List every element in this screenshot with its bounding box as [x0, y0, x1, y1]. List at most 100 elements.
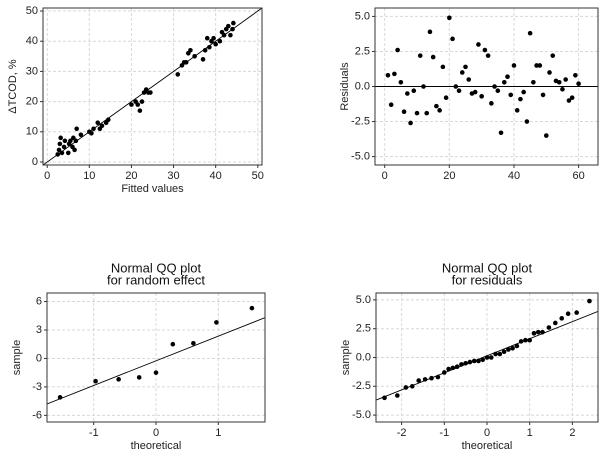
point — [527, 30, 533, 36]
point — [531, 331, 537, 336]
y-tick-label: 30 — [26, 65, 38, 77]
point — [72, 147, 77, 153]
plot-area — [376, 298, 598, 401]
y-tick-label: 0.0 — [355, 80, 370, 92]
point — [565, 311, 571, 317]
point — [442, 370, 447, 375]
point — [95, 120, 101, 126]
panel: -2 -1 0 1 2 5.0 2.5 0.0 -2.5 -5.0 Normal QQ plotfo… — [340, 260, 599, 452]
point — [535, 329, 541, 335]
point — [467, 359, 473, 365]
x-tick-label: 0 — [153, 427, 159, 439]
point — [65, 150, 71, 156]
y-tick-label: 2.5 — [356, 323, 371, 335]
point — [547, 70, 552, 75]
point — [427, 29, 433, 35]
panel-title: Normal QQ plot — [111, 260, 202, 275]
point — [129, 102, 134, 107]
point — [57, 395, 63, 400]
point — [456, 88, 462, 94]
y-tick-label: -5.0 — [352, 409, 371, 421]
point — [170, 341, 176, 347]
point — [71, 135, 76, 141]
point — [482, 47, 488, 53]
point — [395, 47, 400, 53]
point — [414, 110, 420, 116]
point — [447, 15, 452, 21]
x-tick-label: 40 — [210, 170, 222, 182]
point — [505, 74, 510, 79]
x-tick-label: 0 — [382, 170, 388, 182]
point — [498, 130, 504, 136]
plot-area — [375, 15, 598, 138]
point — [573, 72, 578, 78]
y-tick-label: 5.0 — [356, 294, 371, 306]
point — [472, 89, 478, 95]
y-tick-label: 10 — [26, 126, 38, 138]
plot-area — [47, 305, 265, 405]
point — [556, 79, 562, 85]
point — [139, 99, 145, 104]
point — [480, 357, 486, 363]
point — [416, 378, 421, 383]
x-tick-label: 10 — [83, 170, 95, 182]
point — [574, 310, 579, 315]
point — [188, 47, 193, 53]
x-tick-label: 30 — [167, 170, 179, 182]
point — [207, 44, 212, 50]
point — [524, 119, 530, 124]
point — [91, 126, 96, 132]
point — [501, 79, 507, 85]
point — [484, 355, 490, 360]
point — [531, 79, 536, 85]
point — [497, 351, 503, 357]
point — [534, 63, 539, 68]
y-tick-label: 40 — [26, 35, 38, 47]
point — [479, 94, 484, 99]
point — [213, 41, 218, 47]
point — [401, 109, 407, 115]
point — [488, 355, 494, 360]
point — [576, 81, 581, 86]
point — [204, 35, 210, 41]
point — [78, 132, 84, 138]
point — [249, 305, 255, 311]
y-tick-label: -5.0 — [351, 150, 370, 162]
x-tick-label: 40 — [508, 170, 520, 182]
point — [136, 375, 142, 380]
point — [405, 91, 410, 96]
point — [214, 320, 219, 325]
panel: 0 20 40 60 5.0 2.5 0.0 -2.5 -5.0 Residuals — [339, 7, 599, 182]
point — [511, 63, 517, 68]
point — [550, 53, 556, 58]
point — [421, 84, 426, 89]
point — [135, 102, 141, 107]
point — [221, 32, 227, 38]
point — [217, 38, 223, 44]
point — [435, 374, 441, 380]
x-tick-label: -1 — [89, 427, 99, 439]
point — [200, 57, 206, 62]
point — [485, 53, 491, 58]
y-tick-label: 0.0 — [356, 351, 371, 363]
point — [521, 89, 526, 95]
x-tick-label: 0 — [44, 170, 50, 182]
point — [495, 88, 501, 94]
point — [408, 120, 413, 126]
point — [68, 138, 73, 144]
point — [211, 35, 216, 41]
point — [489, 101, 494, 106]
point — [510, 345, 515, 351]
point — [506, 347, 511, 352]
y-tick-label: 20 — [26, 96, 38, 108]
point — [73, 138, 79, 144]
point — [523, 337, 528, 343]
point — [409, 383, 415, 389]
point — [440, 64, 446, 70]
point — [137, 108, 143, 113]
point — [537, 63, 543, 68]
point — [411, 88, 417, 94]
point — [434, 103, 439, 109]
y-tick-label: -2.5 — [351, 115, 370, 127]
x-tick-label: 20 — [125, 170, 137, 182]
